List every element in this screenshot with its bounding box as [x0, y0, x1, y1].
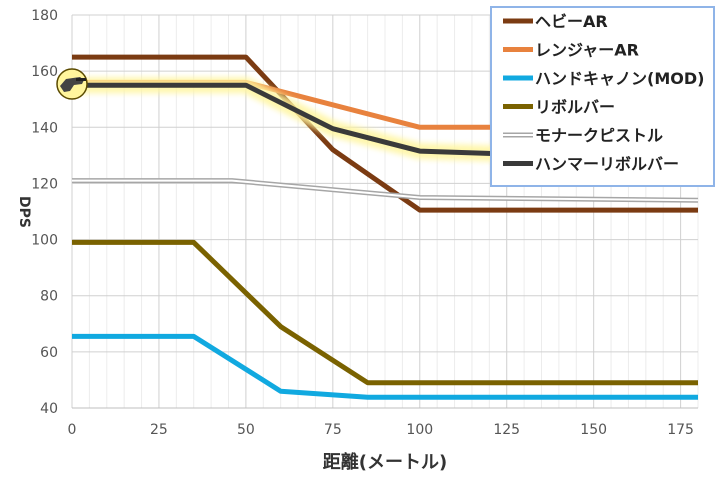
series-line: [72, 239, 698, 386]
series-line-inner: [72, 179, 699, 202]
legend-label: モナークピストル: [535, 126, 663, 145]
y-tick-label: 160: [31, 64, 58, 80]
series-line-stroke: [72, 54, 698, 213]
y-tick-label: 140: [31, 120, 58, 136]
legend-label: ハンドキャノン(MOD): [535, 69, 704, 88]
x-axis-title: 距離(メートル): [323, 451, 447, 473]
y-tick-label: 60: [40, 345, 58, 361]
legend-label: レンジャーAR: [535, 41, 639, 60]
legend-label: ハンマーリボルバー: [535, 155, 679, 174]
series-line-stroke: [72, 239, 698, 386]
x-tick-label: 75: [324, 422, 342, 438]
x-tick-label: 125: [493, 422, 520, 438]
x-tick-label: 25: [150, 422, 168, 438]
series-line-stroke: [72, 333, 698, 400]
x-tick-label: 50: [237, 422, 255, 438]
series-line: [72, 333, 698, 400]
y-tick-label: 120: [31, 176, 58, 192]
legend-box: [490, 6, 715, 187]
tick-labels: 0 25 50 75 100 125 150 175 40 60 80 100 120 140 160 180: [31, 8, 694, 438]
y-tick-label: 40: [40, 401, 58, 417]
x-tick-label: 150: [580, 422, 607, 438]
series-line: [72, 54, 698, 213]
legend: ヘビーAR レンジャーAR ハンドキャノン(MOD) リボルバーモナークピストルハンマ…: [490, 6, 715, 187]
legend-label: リボルバー: [535, 98, 615, 117]
y-tick-label: 100: [31, 233, 58, 249]
y-tick-label: 80: [40, 289, 58, 305]
series-line: [72, 178, 699, 203]
y-axis-title: DPS: [16, 196, 32, 228]
x-tick-label: 175: [667, 422, 694, 438]
revolver-icon: [56, 68, 88, 100]
x-tick-label: 0: [68, 422, 77, 438]
x-tick-label: 100: [406, 422, 433, 438]
y-tick-label: 180: [31, 8, 58, 24]
legend-label: ヘビーAR: [535, 12, 608, 31]
